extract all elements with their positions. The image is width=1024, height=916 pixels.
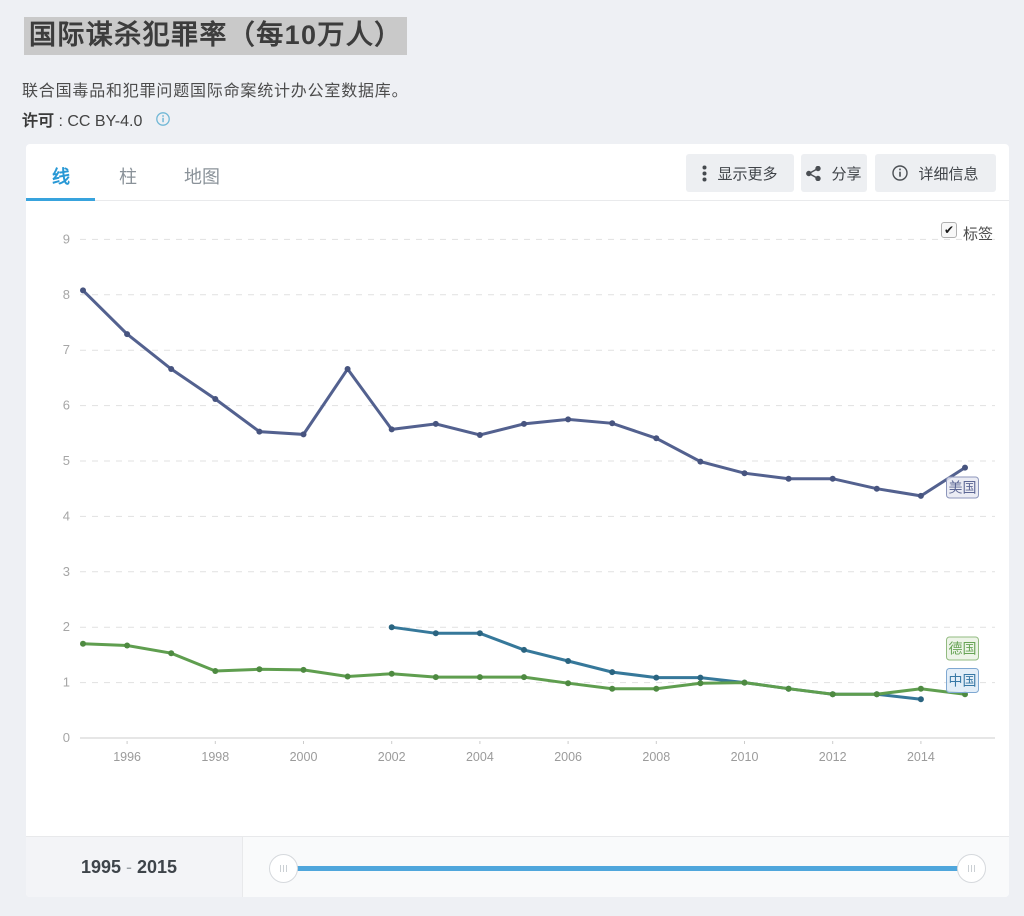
svg-text:2014: 2014 xyxy=(907,750,935,764)
svg-text:2002: 2002 xyxy=(378,750,406,764)
svg-text:8: 8 xyxy=(63,287,70,302)
svg-text:2008: 2008 xyxy=(642,750,670,764)
svg-text:4: 4 xyxy=(63,508,70,523)
svg-text:1996: 1996 xyxy=(113,750,141,764)
svg-text:2010: 2010 xyxy=(731,750,759,764)
svg-text:2012: 2012 xyxy=(819,750,847,764)
svg-text:3: 3 xyxy=(63,564,70,579)
svg-text:7: 7 xyxy=(63,342,70,357)
svg-text:1: 1 xyxy=(63,675,70,690)
svg-text:5: 5 xyxy=(63,453,70,468)
svg-text:9: 9 xyxy=(63,231,70,246)
svg-text:2006: 2006 xyxy=(554,750,582,764)
svg-text:2004: 2004 xyxy=(466,750,494,764)
svg-text:美国: 美国 xyxy=(949,480,977,496)
svg-text:2000: 2000 xyxy=(290,750,318,764)
svg-text:中国: 中国 xyxy=(949,673,977,689)
svg-text:0: 0 xyxy=(63,730,70,745)
svg-text:1998: 1998 xyxy=(201,750,229,764)
svg-text:6: 6 xyxy=(63,398,70,413)
svg-text:2: 2 xyxy=(63,619,70,634)
svg-text:德国: 德国 xyxy=(949,641,977,657)
